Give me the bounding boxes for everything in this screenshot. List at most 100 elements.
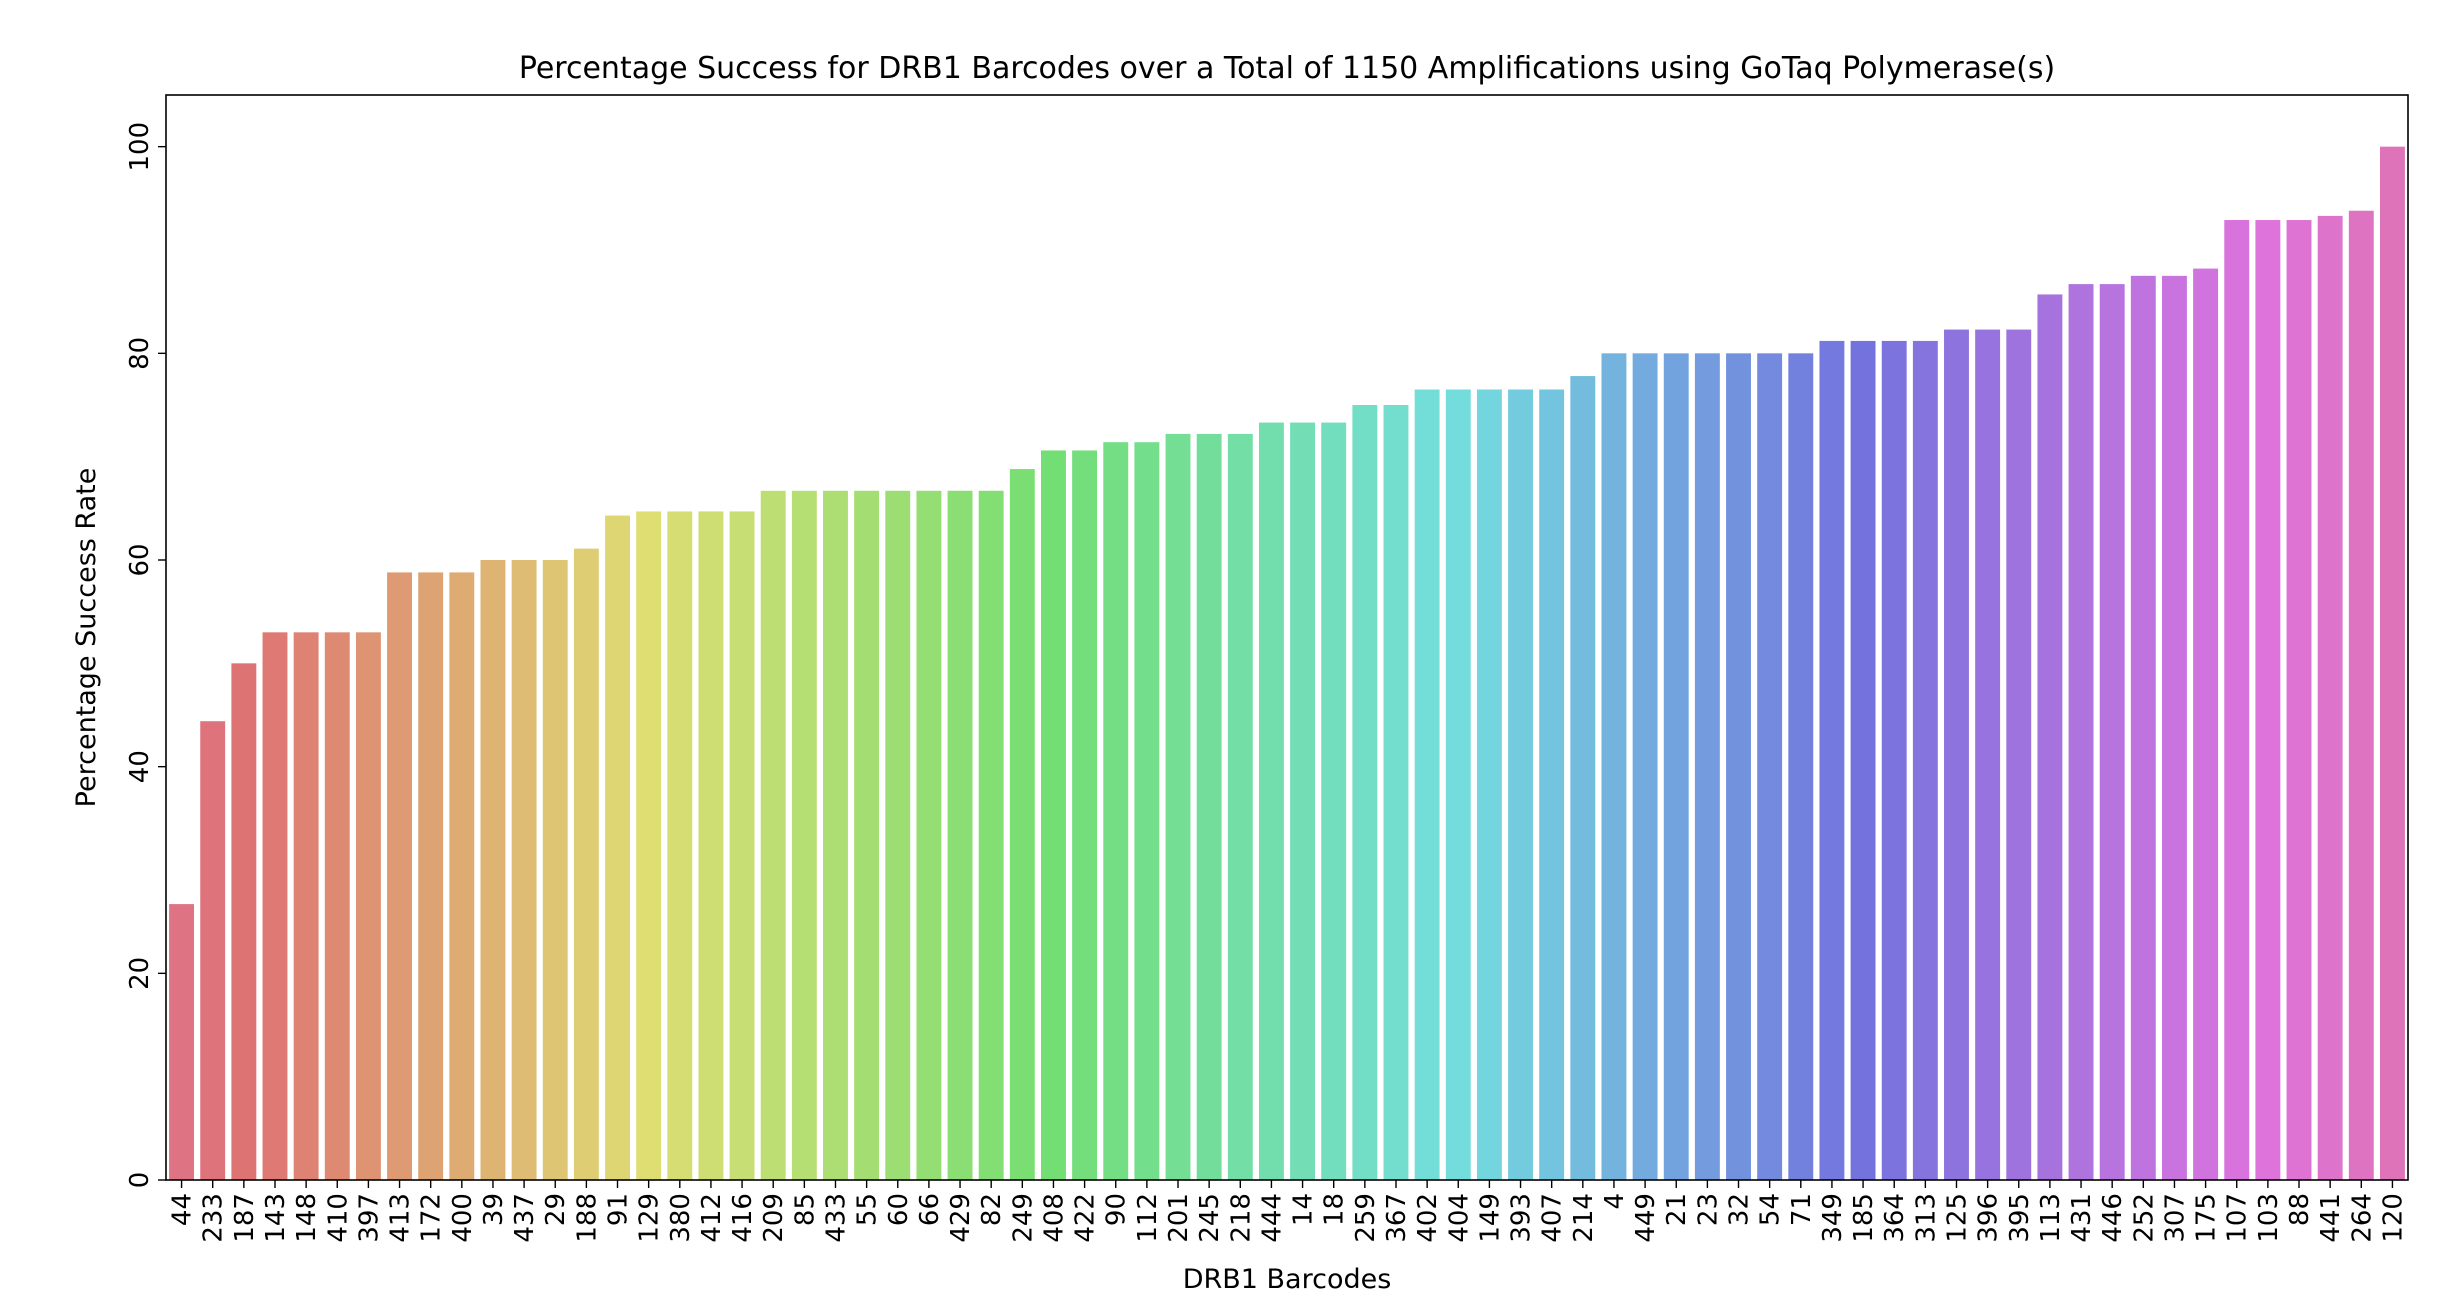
x-tick-label: 446	[2098, 1193, 2128, 1243]
x-tick-label: 4	[1600, 1193, 1630, 1210]
bar-416	[729, 511, 755, 1180]
bar-66	[916, 490, 942, 1180]
x-axis: 44 233 187 143 148 410 397 413 172 400 39 437 29 188 9…	[168, 1180, 2408, 1243]
bar-23	[1694, 353, 1720, 1181]
x-tick-label: 437	[510, 1193, 540, 1243]
bar-107	[2224, 220, 2250, 1180]
x-tick-label: 214	[1569, 1193, 1599, 1243]
x-tick-label: 349	[1818, 1193, 1848, 1243]
bar-54	[1757, 353, 1783, 1181]
x-axis-label: DRB1 Barcodes	[1183, 1264, 1392, 1295]
x-tick-label: 402	[1413, 1193, 1443, 1243]
bar-185	[1850, 340, 1876, 1180]
x-tick-label: 433	[821, 1193, 851, 1243]
x-tick-label: 404	[1444, 1193, 1474, 1243]
bar-380	[667, 511, 693, 1180]
y-axis-label: Percentage Success Rate	[71, 468, 102, 808]
y-axis: 0 20 40 60 80 100	[125, 122, 166, 1188]
x-tick-label: 393	[1507, 1193, 1537, 1243]
x-tick-label: 397	[354, 1193, 384, 1243]
bar-349	[1819, 340, 1845, 1180]
bar-410	[324, 632, 350, 1180]
x-tick-label: 396	[1974, 1193, 2004, 1243]
bar-55	[854, 490, 880, 1180]
x-tick-label: 14	[1289, 1193, 1319, 1226]
x-tick-label: 395	[2005, 1193, 2035, 1243]
bar-21	[1663, 353, 1689, 1181]
x-tick-label: 54	[1756, 1193, 1786, 1226]
x-tick-label: 313	[1911, 1193, 1941, 1243]
x-tick-label: 187	[230, 1193, 260, 1243]
x-tick-label: 367	[1382, 1193, 1412, 1243]
bar-88	[2286, 220, 2312, 1180]
x-tick-label: 125	[1942, 1193, 1972, 1243]
bar-214	[1570, 376, 1596, 1180]
bar-367	[1383, 405, 1409, 1180]
x-tick-label: 60	[884, 1193, 914, 1226]
bar-446	[2099, 284, 2125, 1181]
bar-408	[1041, 450, 1066, 1181]
bar-431	[2068, 284, 2094, 1181]
bar-364	[1881, 340, 1907, 1180]
x-tick-label: 55	[853, 1193, 883, 1226]
bar-396	[1975, 329, 2001, 1180]
bar-120	[2379, 146, 2405, 1180]
x-tick-label: 407	[1538, 1193, 1568, 1243]
bar-313	[1912, 340, 1938, 1180]
bar-259	[1352, 405, 1378, 1180]
bar-245	[1196, 433, 1222, 1180]
x-tick-label: 21	[1662, 1193, 1692, 1226]
bar-402	[1414, 389, 1440, 1180]
x-tick-label: 431	[2067, 1193, 2097, 1243]
bar-400	[449, 572, 475, 1180]
bar-91	[605, 515, 630, 1180]
y-tick-label: 80	[125, 337, 155, 370]
bar-397	[355, 632, 381, 1180]
bar-175	[2193, 268, 2219, 1181]
bar-32	[1726, 353, 1751, 1181]
bar-148	[293, 632, 319, 1180]
x-tick-label: 188	[572, 1193, 602, 1243]
x-tick-label: 408	[1039, 1193, 1069, 1243]
bar-188	[573, 548, 599, 1180]
bar-82	[978, 490, 1004, 1180]
y-tick-label: 0	[125, 1172, 155, 1189]
x-tick-label: 71	[1787, 1193, 1817, 1226]
bar-433	[823, 490, 848, 1180]
bar-429	[947, 490, 973, 1180]
bar-187	[231, 663, 257, 1180]
bar-412	[698, 511, 724, 1180]
bar-413	[387, 572, 412, 1180]
bar-90	[1103, 442, 1129, 1180]
bar-201	[1165, 433, 1191, 1180]
x-tick-label: 429	[946, 1193, 976, 1243]
x-tick-label: 66	[915, 1193, 945, 1226]
x-tick-label: 412	[697, 1193, 727, 1243]
bar-14	[1290, 422, 1316, 1180]
bar-39	[480, 560, 506, 1180]
x-tick-label: 252	[2129, 1193, 2159, 1243]
x-tick-label: 149	[1475, 1193, 1505, 1243]
x-tick-label: 259	[1351, 1193, 1381, 1243]
x-tick-label: 413	[386, 1193, 416, 1243]
x-tick-label: 441	[2316, 1193, 2346, 1243]
bar-249	[1009, 469, 1035, 1180]
bar-113	[2037, 294, 2063, 1180]
x-tick-label: 416	[728, 1193, 758, 1243]
x-tick-label: 143	[261, 1193, 291, 1243]
x-tick-label: 245	[1195, 1193, 1225, 1243]
x-tick-label: 175	[2192, 1193, 2222, 1243]
x-tick-label: 90	[1102, 1193, 1132, 1226]
bar-422	[1072, 450, 1098, 1181]
x-tick-label: 185	[1849, 1193, 1879, 1243]
bar-233	[200, 721, 226, 1180]
x-tick-label: 91	[604, 1193, 634, 1226]
x-tick-label: 82	[977, 1193, 1007, 1226]
x-tick-label: 39	[479, 1193, 509, 1226]
chart-title: Percentage Success for DRB1 Barcodes ove…	[519, 51, 2055, 86]
x-tick-label: 201	[1164, 1193, 1194, 1243]
bar-4	[1601, 353, 1627, 1181]
bars-group	[169, 146, 2405, 1181]
